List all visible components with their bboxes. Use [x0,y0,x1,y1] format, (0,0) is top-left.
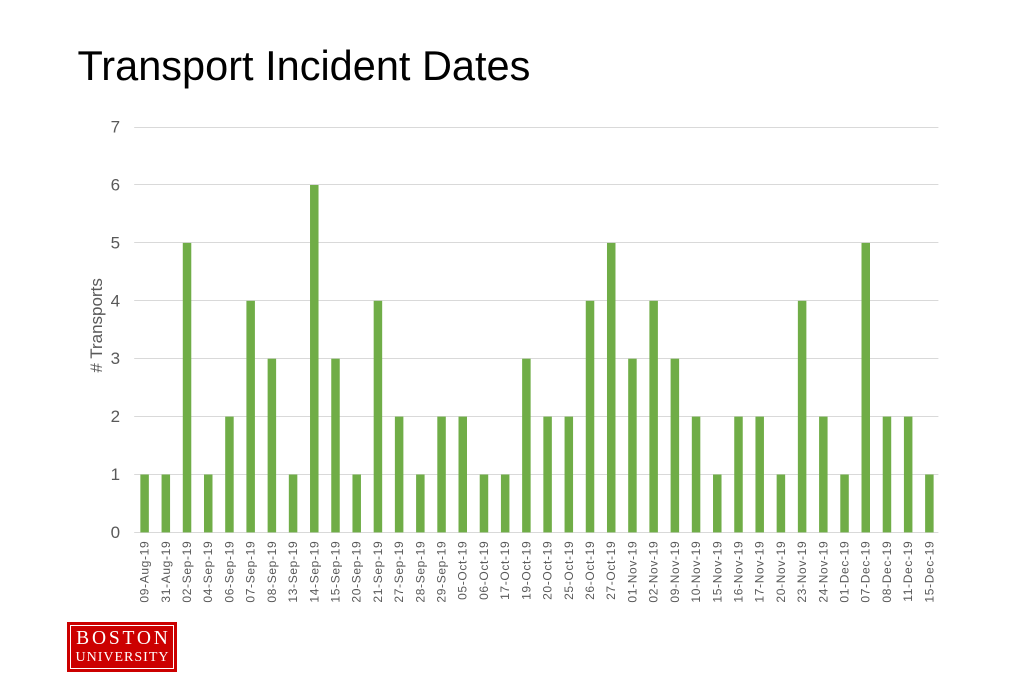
svg-text:13-Sep-19: 13-Sep-19 [286,541,300,603]
svg-text:05-Oct-19: 05-Oct-19 [456,541,470,600]
svg-text:27-Sep-19: 27-Sep-19 [392,541,406,603]
svg-text:02-Nov-19: 02-Nov-19 [647,541,661,603]
svg-text:17-Nov-19: 17-Nov-19 [753,541,767,603]
svg-text:4: 4 [111,291,120,310]
svg-text:3: 3 [111,349,120,368]
svg-text:19-Oct-19: 19-Oct-19 [519,541,533,600]
svg-text:17-Oct-19: 17-Oct-19 [498,541,512,600]
svg-text:# Transports: # Transports [87,278,106,373]
svg-text:16-Nov-19: 16-Nov-19 [731,541,745,603]
svg-text:15-Nov-19: 15-Nov-19 [710,541,724,603]
svg-text:09-Nov-19: 09-Nov-19 [668,541,682,603]
svg-text:20-Oct-19: 20-Oct-19 [541,541,555,600]
svg-text:21-Sep-19: 21-Sep-19 [371,541,385,603]
svg-text:15-Sep-19: 15-Sep-19 [329,541,343,603]
svg-text:31-Aug-19: 31-Aug-19 [159,541,173,603]
svg-text:04-Sep-19: 04-Sep-19 [201,541,215,603]
svg-text:23-Nov-19: 23-Nov-19 [795,541,809,603]
svg-text:7: 7 [111,118,120,137]
svg-text:01-Nov-19: 01-Nov-19 [625,541,639,603]
svg-text:0: 0 [111,523,120,542]
svg-text:27-Oct-19: 27-Oct-19 [604,541,618,600]
svg-text:25-Oct-19: 25-Oct-19 [562,541,576,600]
svg-text:02-Sep-19: 02-Sep-19 [180,541,194,603]
svg-text:20-Sep-19: 20-Sep-19 [350,541,364,603]
svg-text:24-Nov-19: 24-Nov-19 [816,541,830,603]
svg-text:26-Oct-19: 26-Oct-19 [583,541,597,600]
svg-text:09-Aug-19: 09-Aug-19 [138,541,152,603]
svg-text:10-Nov-19: 10-Nov-19 [689,541,703,603]
svg-text:5: 5 [111,233,120,252]
svg-text:07-Dec-19: 07-Dec-19 [859,541,873,603]
svg-text:1: 1 [111,465,120,484]
svg-text:07-Sep-19: 07-Sep-19 [244,541,258,603]
svg-text:11-Dec-19: 11-Dec-19 [901,541,915,602]
svg-text:06-Sep-19: 06-Sep-19 [222,541,236,603]
svg-text:14-Sep-19: 14-Sep-19 [307,541,321,603]
svg-text:20-Nov-19: 20-Nov-19 [774,541,788,603]
svg-text:2: 2 [111,407,120,426]
svg-text:29-Sep-19: 29-Sep-19 [435,541,449,603]
svg-text:28-Sep-19: 28-Sep-19 [413,541,427,603]
svg-text:6: 6 [111,176,120,195]
svg-text:01-Dec-19: 01-Dec-19 [838,541,852,603]
svg-text:08-Dec-19: 08-Dec-19 [880,541,894,603]
svg-text:08-Sep-19: 08-Sep-19 [265,541,279,603]
svg-text:15-Dec-19: 15-Dec-19 [922,541,936,603]
svg-text:06-Oct-19: 06-Oct-19 [477,541,491,600]
